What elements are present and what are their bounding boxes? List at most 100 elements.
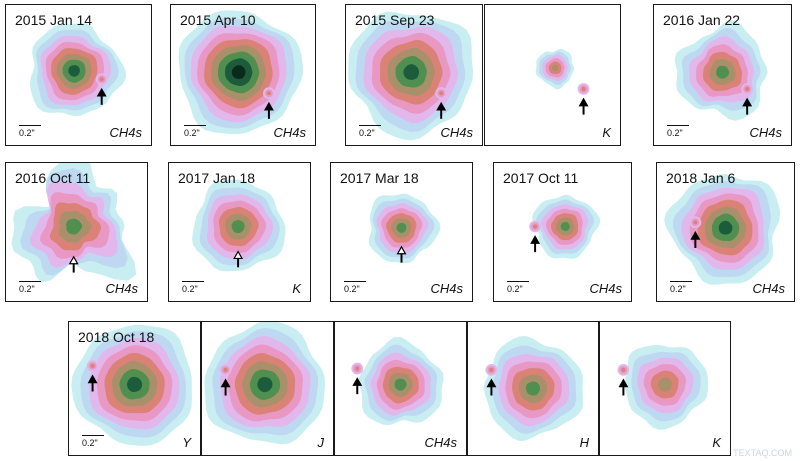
- scale-bar-label: 0.2": [359, 128, 375, 138]
- arrow-up-icon: [742, 97, 753, 115]
- image-panel: K: [484, 4, 621, 146]
- scale-bar: 0.2": [344, 281, 366, 294]
- intensity-contour-image: [617, 344, 708, 430]
- image-panel: 2017 Oct 11 CH4s 0.2": [493, 162, 632, 302]
- panel-band-label: CH4s: [273, 125, 306, 140]
- scale-bar: 0.2": [667, 125, 689, 138]
- contour-level: [552, 64, 559, 72]
- scale-bar-line: [19, 281, 41, 282]
- intensity-contour-image: [191, 179, 286, 272]
- image-panel: 2017 Mar 18 CH4s 0.2": [330, 162, 473, 302]
- companion-source: [439, 91, 444, 96]
- arrow-up-icon: [352, 377, 363, 395]
- scale-bar-line: [359, 125, 381, 126]
- panel-band-label: CH4s: [752, 281, 785, 296]
- companion-source: [745, 87, 750, 91]
- panel-band-label: CH4s: [430, 281, 463, 296]
- companion-source: [99, 77, 104, 82]
- scale-bar-label: 0.2": [184, 128, 200, 138]
- panel-date: 2017 Jan 18: [178, 170, 256, 186]
- arrow-up-icon: [530, 235, 541, 253]
- scale-bar: 0.2": [19, 125, 41, 138]
- image-panel: J: [201, 321, 334, 456]
- scale-bar: 0.2": [182, 281, 204, 294]
- panel-date: 2018 Oct 18: [78, 329, 155, 345]
- contour-level: [66, 218, 83, 235]
- panel-date: 2016 Jan 22: [663, 12, 741, 28]
- panel-band-label: K: [602, 125, 611, 140]
- contour-level: [657, 377, 672, 392]
- scale-bar: 0.2": [670, 281, 692, 294]
- intensity-contour-image: [178, 10, 304, 135]
- scale-bar: 0.2": [82, 435, 104, 448]
- contour-level: [231, 219, 245, 233]
- scale-bar: 0.2": [184, 125, 206, 138]
- arrow-up-icon: [578, 97, 589, 115]
- scale-bar-label: 0.2": [507, 284, 523, 294]
- image-panel: 2018 Jan 6 CH4s 0.2": [656, 162, 795, 302]
- scale-bar: 0.2": [359, 125, 381, 138]
- contour-level: [718, 220, 733, 235]
- scale-bar: 0.2": [19, 281, 41, 294]
- image-panel: 2018 Oct 18 Y 0.2": [68, 321, 201, 456]
- intensity-contour-image: [204, 322, 326, 445]
- companion-source: [693, 220, 698, 225]
- image-panel: H: [467, 321, 599, 456]
- image-panel: 2016 Jan 22 CH4s 0.2": [653, 4, 792, 146]
- scale-bar-label: 0.2": [82, 438, 98, 448]
- panel-band-label: J: [317, 435, 325, 450]
- contour-level: [394, 378, 407, 391]
- contour-level: [403, 64, 420, 80]
- image-panel: CH4s: [334, 321, 467, 456]
- scale-bar-label: 0.2": [667, 128, 683, 138]
- image-panel: 2015 Apr 10 CH4s 0.2": [170, 4, 316, 146]
- panel-band-label: K: [712, 435, 721, 450]
- intensity-contour-image: [535, 48, 590, 115]
- scale-bar-line: [670, 281, 692, 282]
- contour-level: [525, 381, 540, 396]
- scale-bar-line: [667, 125, 689, 126]
- arrow-up-icon: [436, 101, 447, 119]
- contour-level: [396, 222, 407, 233]
- panel-band-label: CH4s: [589, 281, 622, 296]
- contour-level: [126, 376, 142, 393]
- arrow-up-icon: [618, 378, 629, 396]
- scale-bar-line: [507, 281, 529, 282]
- contour-level: [231, 65, 246, 80]
- intensity-contour-image: [351, 336, 444, 425]
- scale-bar-label: 0.2": [344, 284, 360, 294]
- arrow-up-icon: [486, 378, 497, 396]
- panel-date: 2015 Jan 14: [15, 12, 93, 28]
- watermark: TEXTAQ.COM: [733, 448, 792, 458]
- image-panel: 2015 Sep 23 CH4s 0.2": [345, 4, 483, 146]
- scale-bar-line: [184, 125, 206, 126]
- arrow-up-icon: [96, 87, 107, 105]
- scale-bar-label: 0.2": [19, 128, 35, 138]
- intensity-contour-image: [664, 174, 781, 285]
- panel-date: 2015 Apr 10: [180, 12, 256, 28]
- scale-bar-line: [19, 125, 41, 126]
- intensity-contour-image: [529, 194, 601, 259]
- arrow-up-icon: [220, 378, 231, 396]
- companion-source: [266, 91, 271, 96]
- scale-bar-label: 0.2": [182, 284, 198, 294]
- companion-source: [581, 87, 586, 91]
- image-panel: 2016 Oct 11 CH4s 0.2": [5, 162, 148, 302]
- arrow-up-icon: [263, 101, 274, 119]
- open-arrow-icon: [233, 250, 244, 268]
- panel-band-label: CH4s: [424, 435, 457, 450]
- intensity-contour-image: [674, 20, 768, 121]
- intensity-contour-image: [483, 336, 584, 441]
- image-panel: 2015 Jan 14 CH4s 0.2": [5, 4, 152, 146]
- companion-source: [223, 367, 228, 372]
- contour-level: [68, 65, 80, 77]
- scale-bar: 0.2": [507, 281, 529, 294]
- open-arrow-icon: [68, 255, 79, 273]
- panel-date: 2017 Mar 18: [340, 170, 419, 186]
- panel-band-label: CH4s: [749, 125, 782, 140]
- scale-bar-label: 0.2": [670, 284, 686, 294]
- arrow-up-icon: [690, 231, 701, 248]
- panel-date: 2017 Oct 11: [503, 170, 579, 186]
- panel-date: 2015 Sep 23: [355, 12, 435, 28]
- arrow-up-icon: [87, 374, 98, 392]
